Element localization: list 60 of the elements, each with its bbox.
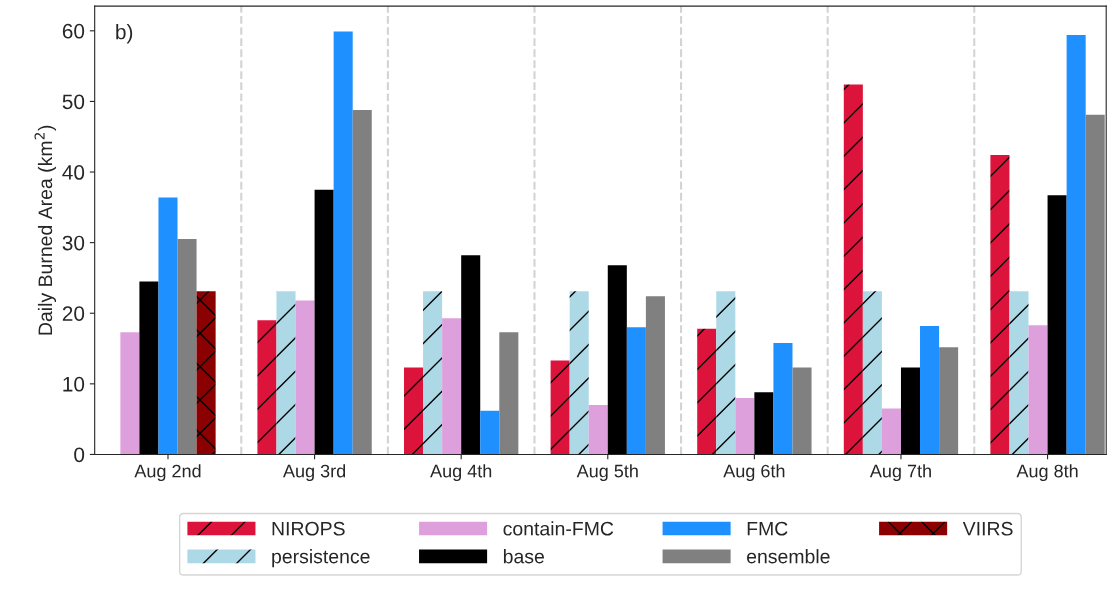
- y-tick-label: 60: [62, 23, 85, 39]
- bar: [607, 265, 627, 455]
- y-axis-title: Daily Burned Area (km$^{2}$): [34, 125, 57, 335]
- bar: [257, 320, 277, 455]
- bar: [697, 328, 717, 455]
- x-tick-label: Aug 8th: [1016, 464, 1078, 481]
- bar: [333, 31, 353, 455]
- y-tick-label: 0: [74, 447, 85, 463]
- bar: [196, 291, 216, 455]
- bar: [442, 318, 462, 455]
- y-tick-label: 30: [62, 235, 85, 251]
- legend-label: ensemble: [747, 549, 830, 564]
- legend-label: contain-FMC: [503, 521, 614, 536]
- bar: [920, 325, 940, 455]
- x-tick-label: Aug 7th: [869, 464, 931, 481]
- bar: [990, 155, 1010, 455]
- bar: [862, 291, 882, 455]
- bar: [1047, 195, 1067, 455]
- bar: [588, 405, 608, 455]
- bar: [569, 291, 589, 455]
- legend-label: VIIRS: [962, 521, 1013, 536]
- x-tick-label: Aug 6th: [723, 464, 785, 481]
- bar: [626, 327, 646, 455]
- legend-label: persistence: [272, 549, 370, 568]
- x-tick-label: Aug 2nd: [134, 464, 201, 481]
- bar: [1085, 114, 1105, 455]
- bar: [773, 342, 793, 455]
- y-tick-label: 40: [62, 165, 85, 180]
- y-tick-label: 50: [62, 94, 85, 110]
- bar: [423, 291, 443, 455]
- bar: [1028, 325, 1048, 455]
- bar: [352, 109, 372, 455]
- bar: [404, 367, 424, 455]
- bar: [276, 291, 296, 455]
- annotation: b): [116, 24, 133, 44]
- bar: [1009, 291, 1029, 455]
- bar: [900, 367, 921, 455]
- bar: [843, 84, 863, 455]
- y-tick-label: 20: [62, 306, 85, 321]
- bar: [735, 397, 755, 455]
- bar: [480, 410, 500, 455]
- bar: [550, 360, 570, 455]
- x-tick-label: Aug 3rd: [283, 464, 346, 481]
- bar: [499, 332, 519, 455]
- legend-label: FMC: [747, 521, 788, 536]
- y-tick-label: 10: [63, 376, 85, 392]
- bar: [881, 408, 901, 455]
- bar: [792, 367, 812, 455]
- x-tick-label: Aug 5th: [576, 464, 638, 481]
- x-tick-label: Aug 4th: [430, 464, 492, 481]
- bar: [939, 347, 959, 455]
- bar: [295, 300, 315, 455]
- legend-label: base: [503, 549, 544, 564]
- bar: [461, 255, 481, 455]
- bar: [1066, 35, 1086, 455]
- legend-label: NIROPS: [272, 521, 345, 536]
- bar: [645, 296, 665, 455]
- bar: [754, 392, 774, 455]
- bar: [716, 291, 736, 455]
- bar: [314, 189, 334, 455]
